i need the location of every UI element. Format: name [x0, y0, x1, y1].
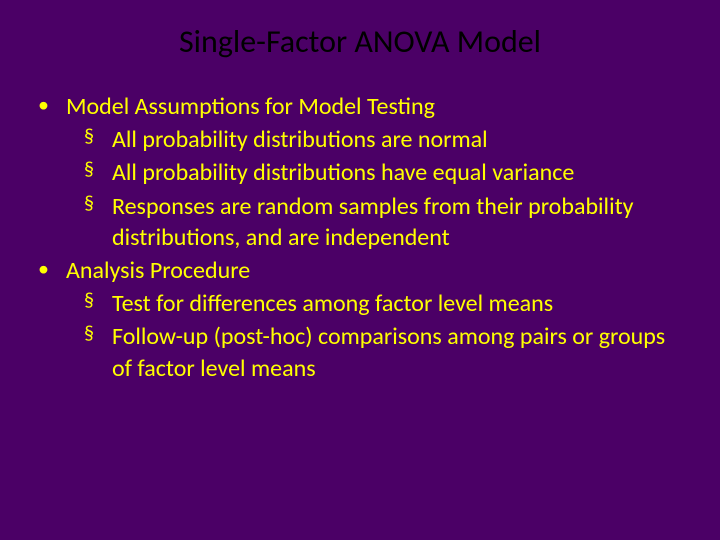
bullet-icon: §: [84, 321, 112, 383]
bullet-text: Model Assumptions for Model Testing: [66, 91, 435, 122]
bullet-icon: §: [84, 191, 112, 253]
list-item: • Model Assumptions for Model Testing: [38, 91, 690, 122]
bullet-text: All probability distributions have equal…: [112, 157, 584, 188]
bullet-icon: §: [84, 124, 112, 155]
slide: Single-Factor ANOVA Model • Model Assump…: [0, 0, 720, 540]
list-item: § All probability distributions are norm…: [84, 124, 690, 155]
bullet-icon: §: [84, 288, 112, 319]
list-item: § Responses are random samples from thei…: [84, 191, 690, 253]
bullet-text: All probability distributions are normal: [112, 124, 498, 155]
slide-content: • Model Assumptions for Model Testing § …: [30, 91, 690, 384]
list-item: • Analysis Procedure: [38, 255, 690, 286]
list-item: § Test for differences among factor leve…: [84, 288, 690, 319]
slide-title: Single-Factor ANOVA Model: [30, 22, 690, 61]
bullet-icon: •: [38, 91, 66, 122]
bullet-text: Test for differences among factor level …: [112, 288, 563, 319]
bullet-icon: §: [84, 157, 112, 188]
bullet-icon: •: [38, 255, 66, 286]
list-item: § All probability distributions have equ…: [84, 157, 690, 188]
bullet-text: Follow-up (post-hoc) comparisons among p…: [112, 321, 690, 383]
list-item: § Follow-up (post-hoc) comparisons among…: [84, 321, 690, 383]
bullet-text: Analysis Procedure: [66, 255, 250, 286]
bullet-text: Responses are random samples from their …: [112, 191, 690, 253]
